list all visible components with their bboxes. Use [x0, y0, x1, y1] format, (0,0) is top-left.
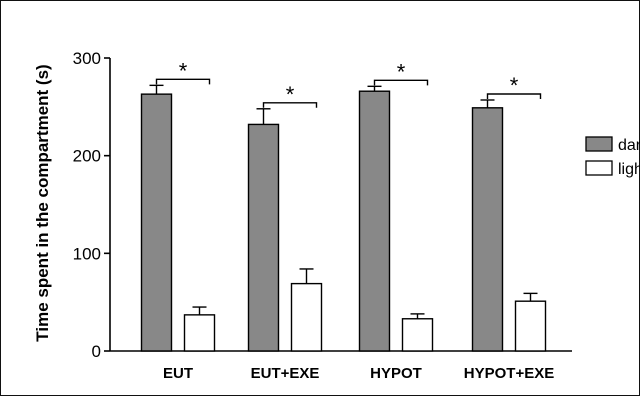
legend: dark light — [585, 136, 640, 178]
significance-star-4: * — [510, 73, 519, 98]
significance-star-1: * — [179, 58, 188, 83]
y-tick-label: 300 — [73, 49, 101, 68]
significance-bracket-3 — [373, 79, 429, 86]
bar-dark-1 — [140, 93, 173, 352]
legend-swatch-dark — [585, 136, 613, 152]
bar-dark-2 — [247, 123, 280, 352]
bar-dark-3 — [358, 90, 391, 352]
significance-bracket-1 — [155, 78, 211, 85]
significance-bracket-4 — [486, 93, 542, 99]
legend-label-dark: dark — [618, 137, 640, 154]
bar-light-3 — [401, 318, 434, 352]
bar-light-2 — [290, 282, 323, 352]
category-label-4: HYPOT+EXE — [464, 365, 554, 382]
y-axis-label: Time spent in the compartment (s) — [33, 64, 52, 341]
significance-bracket-2 — [262, 102, 318, 108]
bar-dark-4 — [471, 107, 504, 352]
bar-light-1 — [183, 314, 216, 352]
significance-star-2: * — [286, 82, 295, 107]
y-tick-label: 0 — [92, 342, 101, 361]
legend-swatch-light — [585, 160, 613, 176]
significance-star-3: * — [397, 59, 406, 84]
bar-light-4 — [514, 300, 547, 352]
category-label-1: EUT — [163, 365, 193, 382]
y-tick-label: 200 — [73, 147, 101, 166]
plot-area: 0 100 200 300 * EUT * EUT+EXE * HYPOT * HYPOT+EXE — [73, 49, 572, 382]
category-label-2: EUT+EXE — [251, 365, 320, 382]
category-label-3: HYPOT — [370, 365, 422, 382]
y-tick-label: 100 — [73, 244, 101, 263]
legend-label-light: light — [618, 161, 640, 178]
